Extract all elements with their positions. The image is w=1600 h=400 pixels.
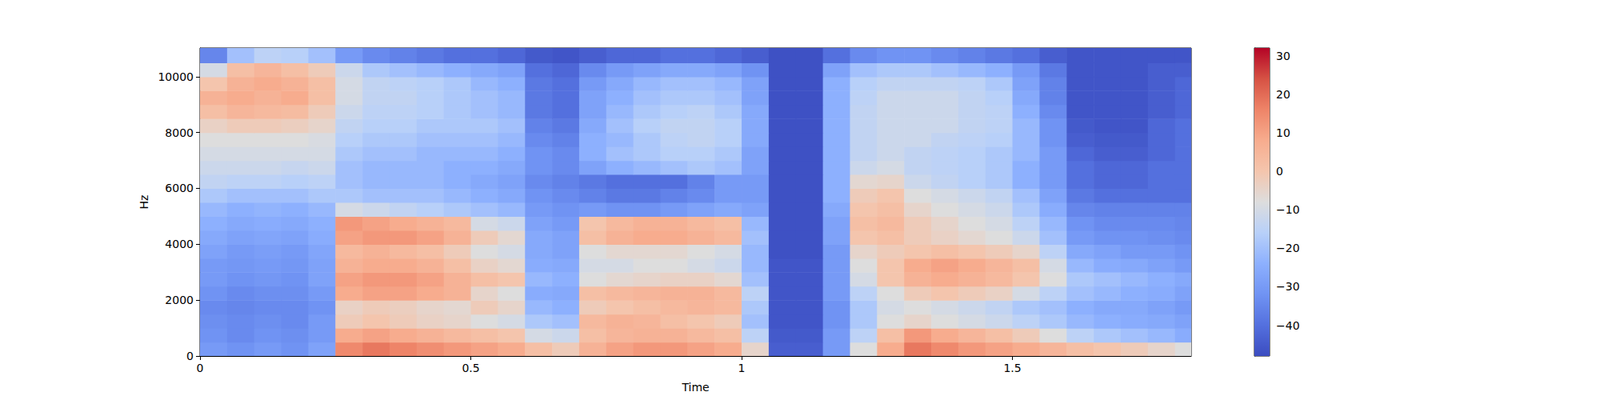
svg-text:4000: 4000 <box>164 237 194 251</box>
svg-text:0: 0 <box>1276 164 1284 178</box>
svg-text:0.5: 0.5 <box>461 361 480 375</box>
svg-text:10: 10 <box>1276 126 1291 140</box>
svg-text:0: 0 <box>196 361 204 375</box>
svg-text:10000: 10000 <box>157 70 194 84</box>
svg-text:Time: Time <box>680 380 709 394</box>
svg-text:2000: 2000 <box>164 293 194 307</box>
svg-text:Hz: Hz <box>137 195 151 210</box>
svg-text:1.5: 1.5 <box>1003 361 1021 375</box>
svg-text:−30: −30 <box>1276 280 1300 293</box>
svg-text:20: 20 <box>1276 88 1291 101</box>
svg-text:6000: 6000 <box>164 181 194 195</box>
svg-text:−20: −20 <box>1276 241 1300 255</box>
svg-text:30: 30 <box>1276 49 1291 63</box>
svg-text:8000: 8000 <box>164 126 194 140</box>
svg-text:1: 1 <box>738 361 746 375</box>
svg-text:−10: −10 <box>1276 203 1300 216</box>
svg-text:−40: −40 <box>1276 319 1300 332</box>
svg-text:0: 0 <box>186 349 194 363</box>
